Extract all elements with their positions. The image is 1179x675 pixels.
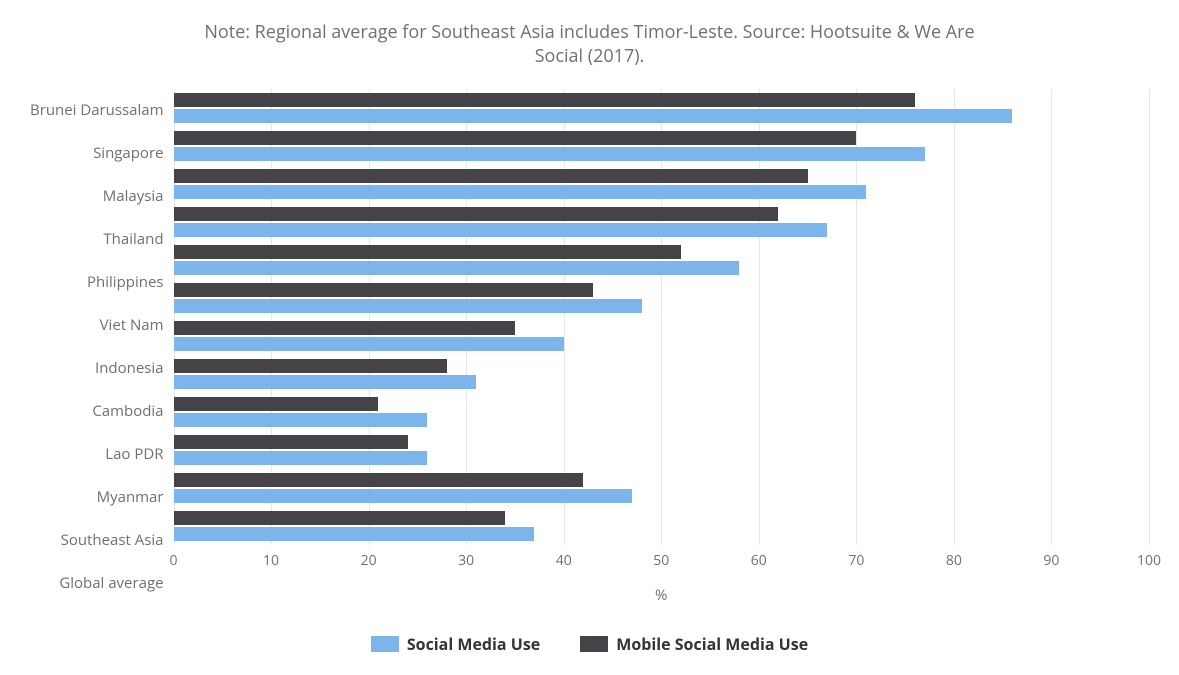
bar-social xyxy=(174,451,428,465)
x-tick-label: 30 xyxy=(458,551,474,570)
bar-row xyxy=(174,393,1149,431)
bar-mobile-social xyxy=(174,131,857,145)
x-tick-label: 90 xyxy=(1043,551,1059,570)
bar-row xyxy=(174,279,1149,317)
y-category-label: Myanmar xyxy=(30,478,164,516)
x-tick-label: 100 xyxy=(1137,551,1161,570)
x-axis-title: % xyxy=(174,585,1149,605)
bar-mobile-social xyxy=(174,283,593,297)
bar-row xyxy=(174,431,1149,469)
bar-mobile-social xyxy=(174,359,447,373)
bar-rows xyxy=(174,89,1149,545)
x-tick-label: 20 xyxy=(361,551,377,570)
bar-row xyxy=(174,469,1149,507)
legend-label: Mobile Social Media Use xyxy=(616,633,808,655)
bar-social xyxy=(174,261,740,275)
y-axis-labels: Brunei Darussalam Singapore Malaysia Thaila… xyxy=(30,89,174,605)
y-category-label: Thailand xyxy=(30,220,164,258)
bar-row xyxy=(174,507,1149,545)
y-category-label: Philippines xyxy=(30,263,164,301)
plot-area: Brunei Darussalam Singapore Malaysia Thaila… xyxy=(30,89,1149,605)
bar-social xyxy=(174,109,1013,123)
bar-social xyxy=(174,147,925,161)
bar-social xyxy=(174,223,828,237)
bar-row xyxy=(174,355,1149,393)
x-tick-label: 50 xyxy=(653,551,669,570)
y-category-label: Global average xyxy=(30,564,164,602)
bar-social xyxy=(174,375,476,389)
bar-mobile-social xyxy=(174,245,681,259)
bar-row xyxy=(174,89,1149,127)
x-axis: 0102030405060708090100 xyxy=(174,545,1149,573)
bar-social xyxy=(174,489,632,503)
x-tick-label: 60 xyxy=(751,551,767,570)
bar-row xyxy=(174,165,1149,203)
bar-mobile-social xyxy=(174,321,515,335)
legend-swatch xyxy=(371,636,399,652)
legend-label: Social Media Use xyxy=(407,633,540,655)
bars-area xyxy=(174,89,1149,545)
legend: Social Media Use Mobile Social Media Use xyxy=(30,633,1149,655)
grid-line xyxy=(1149,89,1150,545)
bar-mobile-social xyxy=(174,169,808,183)
x-tick-label: 10 xyxy=(263,551,279,570)
y-category-label: Viet Nam xyxy=(30,306,164,344)
bar-row xyxy=(174,241,1149,279)
bar-social xyxy=(174,299,642,313)
legend-swatch xyxy=(580,636,608,652)
x-tick-label: 80 xyxy=(946,551,962,570)
y-category-label: Brunei Darussalam xyxy=(30,91,164,129)
bar-row xyxy=(174,127,1149,165)
y-category-label: Singapore xyxy=(30,134,164,172)
legend-item: Social Media Use xyxy=(371,633,540,655)
bar-row xyxy=(174,203,1149,241)
y-category-label: Southeast Asia xyxy=(30,521,164,559)
bar-mobile-social xyxy=(174,397,379,411)
bar-mobile-social xyxy=(174,435,408,449)
y-category-label: Cambodia xyxy=(30,392,164,430)
legend-item: Mobile Social Media Use xyxy=(580,633,808,655)
y-category-label: Indonesia xyxy=(30,349,164,387)
y-category-label: Malaysia xyxy=(30,177,164,215)
chart-container: Note: Regional average for Southeast Asi… xyxy=(30,20,1149,655)
bar-mobile-social xyxy=(174,511,506,525)
bar-mobile-social xyxy=(174,473,584,487)
bar-social xyxy=(174,527,535,541)
bar-social xyxy=(174,413,428,427)
x-tick-label: 0 xyxy=(170,551,178,570)
bar-mobile-social xyxy=(174,207,779,221)
bar-row xyxy=(174,317,1149,355)
y-category-label: Lao PDR xyxy=(30,435,164,473)
x-tick-label: 70 xyxy=(848,551,864,570)
x-tick-label: 40 xyxy=(556,551,572,570)
bar-social xyxy=(174,337,564,351)
bar-mobile-social xyxy=(174,93,915,107)
chart-title: Note: Regional average for Southeast Asi… xyxy=(180,20,1000,69)
bar-social xyxy=(174,185,867,199)
